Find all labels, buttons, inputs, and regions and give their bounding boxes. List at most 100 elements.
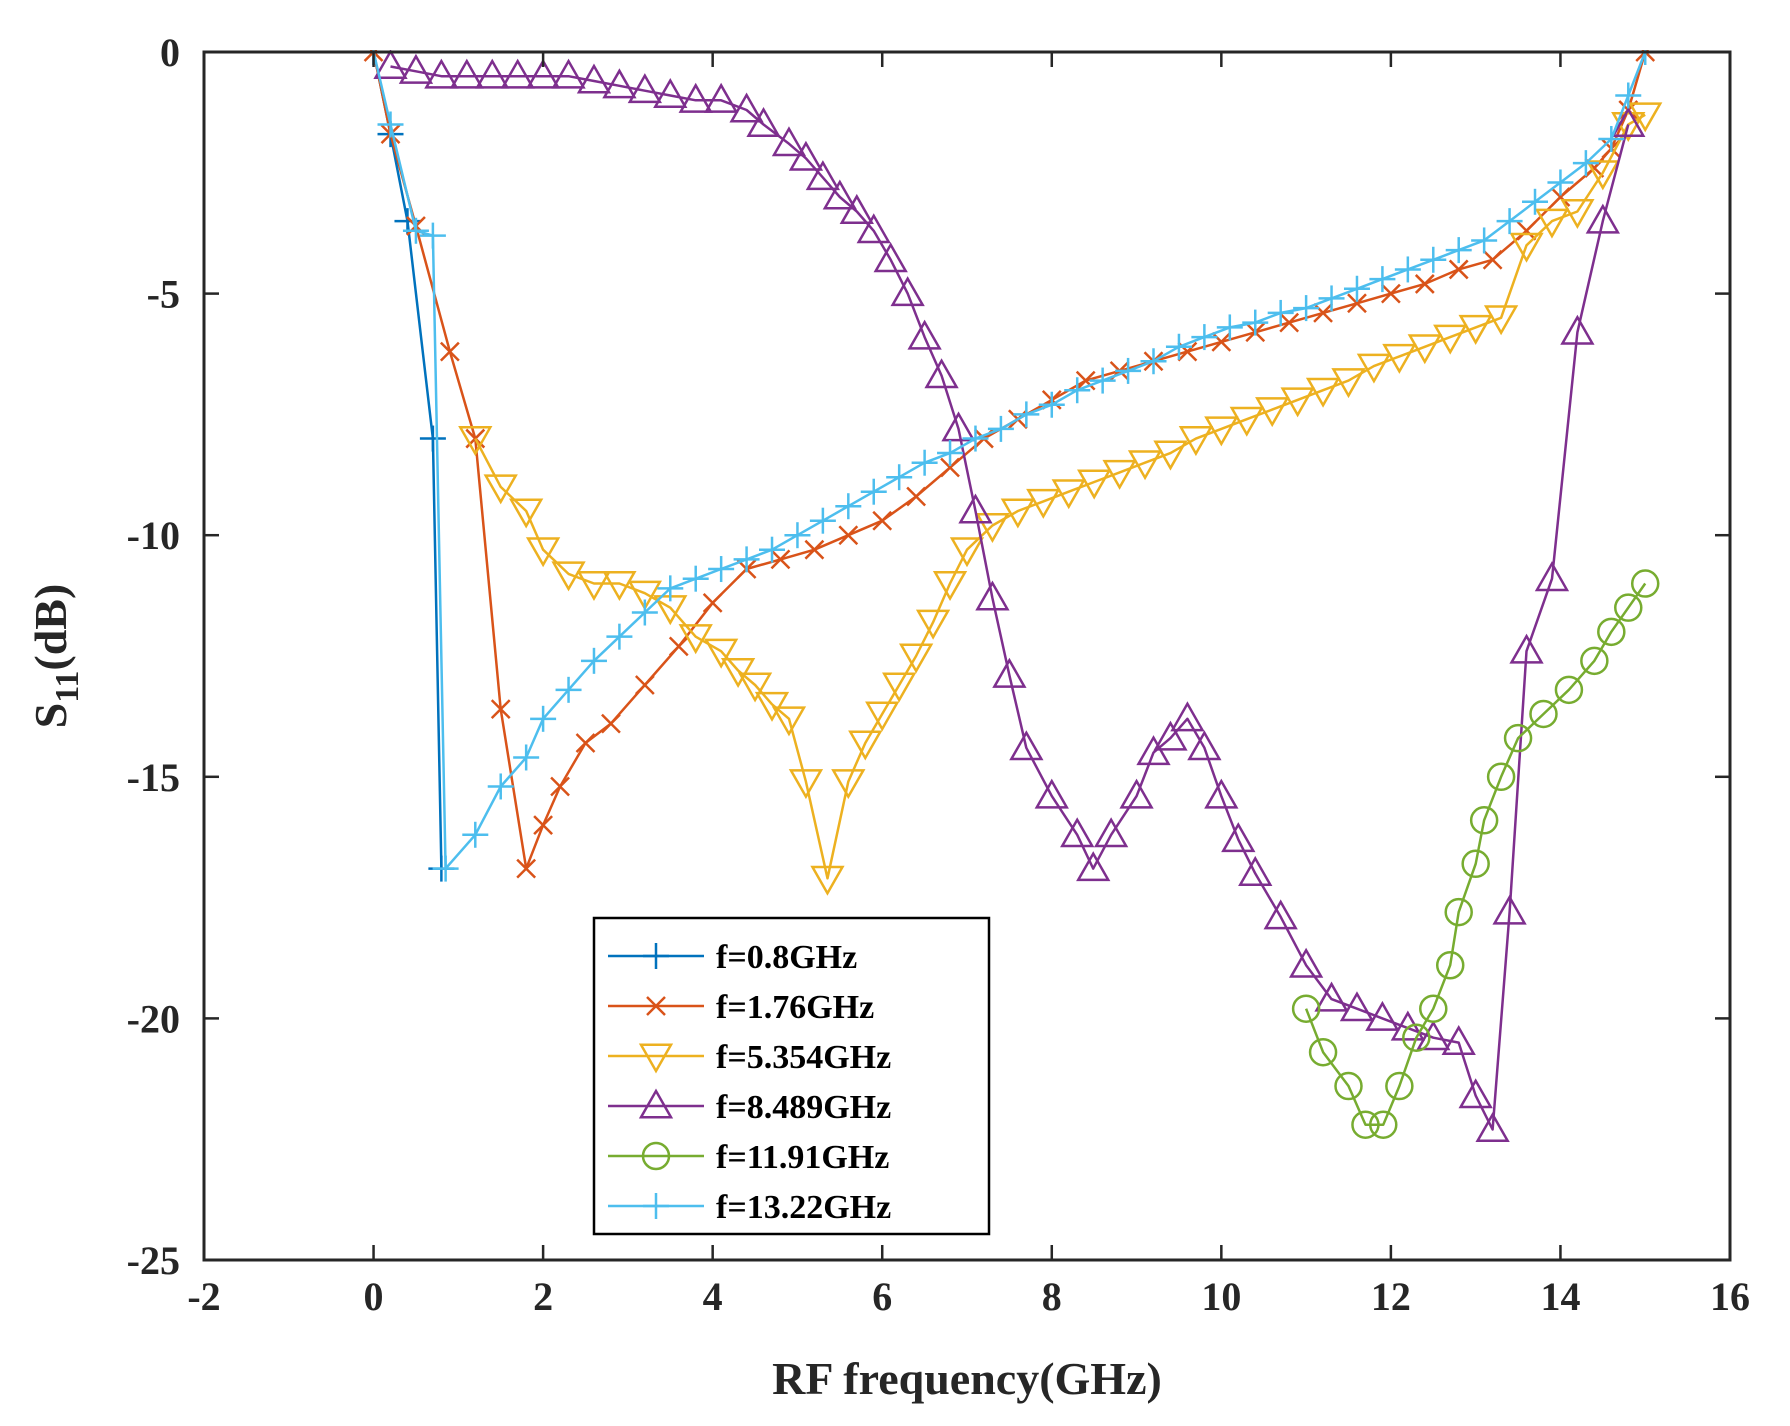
- data-point: [720, 657, 756, 689]
- data-point: [835, 493, 862, 520]
- data-point: [1178, 426, 1214, 457]
- legend-marker: [638, 1088, 674, 1119]
- data-point: [1242, 309, 1269, 336]
- legend-entry: f=5.354GHz: [608, 1039, 891, 1076]
- data-point: [1009, 730, 1044, 761]
- data-point: [810, 865, 845, 896]
- data-point: [1529, 699, 1558, 729]
- legend-label: f=5.354GHz: [716, 1039, 891, 1076]
- data-point: [575, 733, 596, 753]
- data-point: [915, 609, 951, 640]
- data-point: [1153, 720, 1188, 751]
- series-4: [1291, 569, 1660, 1139]
- data-point: [525, 537, 561, 568]
- data-point: [1420, 246, 1447, 273]
- legend-entry: f=11.91GHz: [608, 1139, 889, 1176]
- data-point: [702, 592, 723, 613]
- x-tick-label: 6: [872, 1274, 892, 1319]
- data-point: [1305, 377, 1341, 408]
- data-point: [1560, 314, 1595, 345]
- data-point: [992, 657, 1027, 688]
- data-point: [708, 556, 735, 583]
- data-point: [1416, 1020, 1451, 1051]
- data-point: [530, 705, 557, 732]
- data-point: [872, 510, 893, 531]
- data-point: [1221, 822, 1256, 853]
- data-point: [809, 507, 836, 534]
- data-point: [516, 858, 537, 879]
- legend-marker: [646, 996, 666, 1016]
- data-point: [1385, 1071, 1414, 1101]
- data-point: [1458, 1078, 1493, 1109]
- x-tick-label: 4: [703, 1274, 723, 1319]
- series-layer: [360, 50, 1663, 1143]
- x-tick-label: 16: [1710, 1274, 1750, 1319]
- data-point: [1093, 817, 1129, 848]
- data-point: [1347, 293, 1367, 314]
- data-point: [1191, 324, 1218, 351]
- data-point: [733, 546, 760, 573]
- data-point: [1000, 498, 1036, 529]
- plot-area-frame: [202, 50, 1732, 1262]
- data-point: [1153, 440, 1188, 471]
- data-point: [602, 68, 637, 99]
- data-point: [458, 426, 493, 457]
- y-tick-label: -20: [127, 996, 180, 1041]
- data-point: [1038, 391, 1065, 418]
- data-point: [627, 73, 662, 104]
- data-point: [771, 126, 807, 157]
- data-point: [606, 623, 633, 650]
- data-point: [848, 730, 883, 761]
- data-point: [555, 676, 582, 703]
- x-tick-label: 2: [533, 1274, 553, 1319]
- data-point: [1597, 617, 1626, 647]
- data-point: [668, 636, 689, 657]
- data-point: [975, 580, 1010, 611]
- data-point: [1630, 569, 1660, 598]
- data-point: [873, 242, 908, 273]
- data-point: [1267, 299, 1294, 326]
- data-point: [1503, 723, 1533, 753]
- data-point: [1419, 994, 1448, 1023]
- data-point: [513, 744, 540, 771]
- y-axis-title-suffix: (dB): [25, 584, 76, 671]
- data-point: [1433, 324, 1468, 355]
- data-point: [987, 415, 1014, 442]
- data-point: [1448, 259, 1469, 280]
- data-point: [634, 675, 655, 695]
- data-point: [941, 411, 976, 442]
- legend-label: f=8.489GHz: [716, 1089, 891, 1126]
- legend-label: f=1.76GHz: [716, 989, 874, 1026]
- data-point: [898, 643, 934, 674]
- data-point: [487, 773, 514, 800]
- data-point: [975, 513, 1010, 544]
- data-point: [1334, 1071, 1363, 1101]
- data-point: [551, 561, 586, 592]
- data-point: [1089, 367, 1116, 394]
- data-point: [1216, 314, 1243, 341]
- data-point: [525, 58, 561, 89]
- legend-label: f=11.91GHz: [716, 1139, 889, 1176]
- data-point: [1390, 1010, 1425, 1041]
- data-point: [856, 213, 891, 244]
- data-point: [1204, 778, 1239, 809]
- data-point: [398, 53, 434, 84]
- data-point: [1615, 82, 1642, 109]
- data-point: [1127, 450, 1163, 481]
- data-point: [1115, 357, 1142, 384]
- data-point: [678, 624, 713, 655]
- data-point: [962, 425, 989, 452]
- legend-marker: [638, 1043, 674, 1074]
- data-point: [402, 217, 429, 244]
- data-point: [1469, 806, 1499, 835]
- legend-label: f=13.22GHz: [716, 1189, 891, 1226]
- data-point: [551, 58, 586, 89]
- data-point: [886, 464, 913, 491]
- data-point: [462, 821, 489, 848]
- data-point: [550, 776, 570, 797]
- data-point: [580, 647, 607, 674]
- data-point: [449, 58, 484, 89]
- data-point: [1339, 991, 1375, 1022]
- data-point: [1441, 1025, 1476, 1056]
